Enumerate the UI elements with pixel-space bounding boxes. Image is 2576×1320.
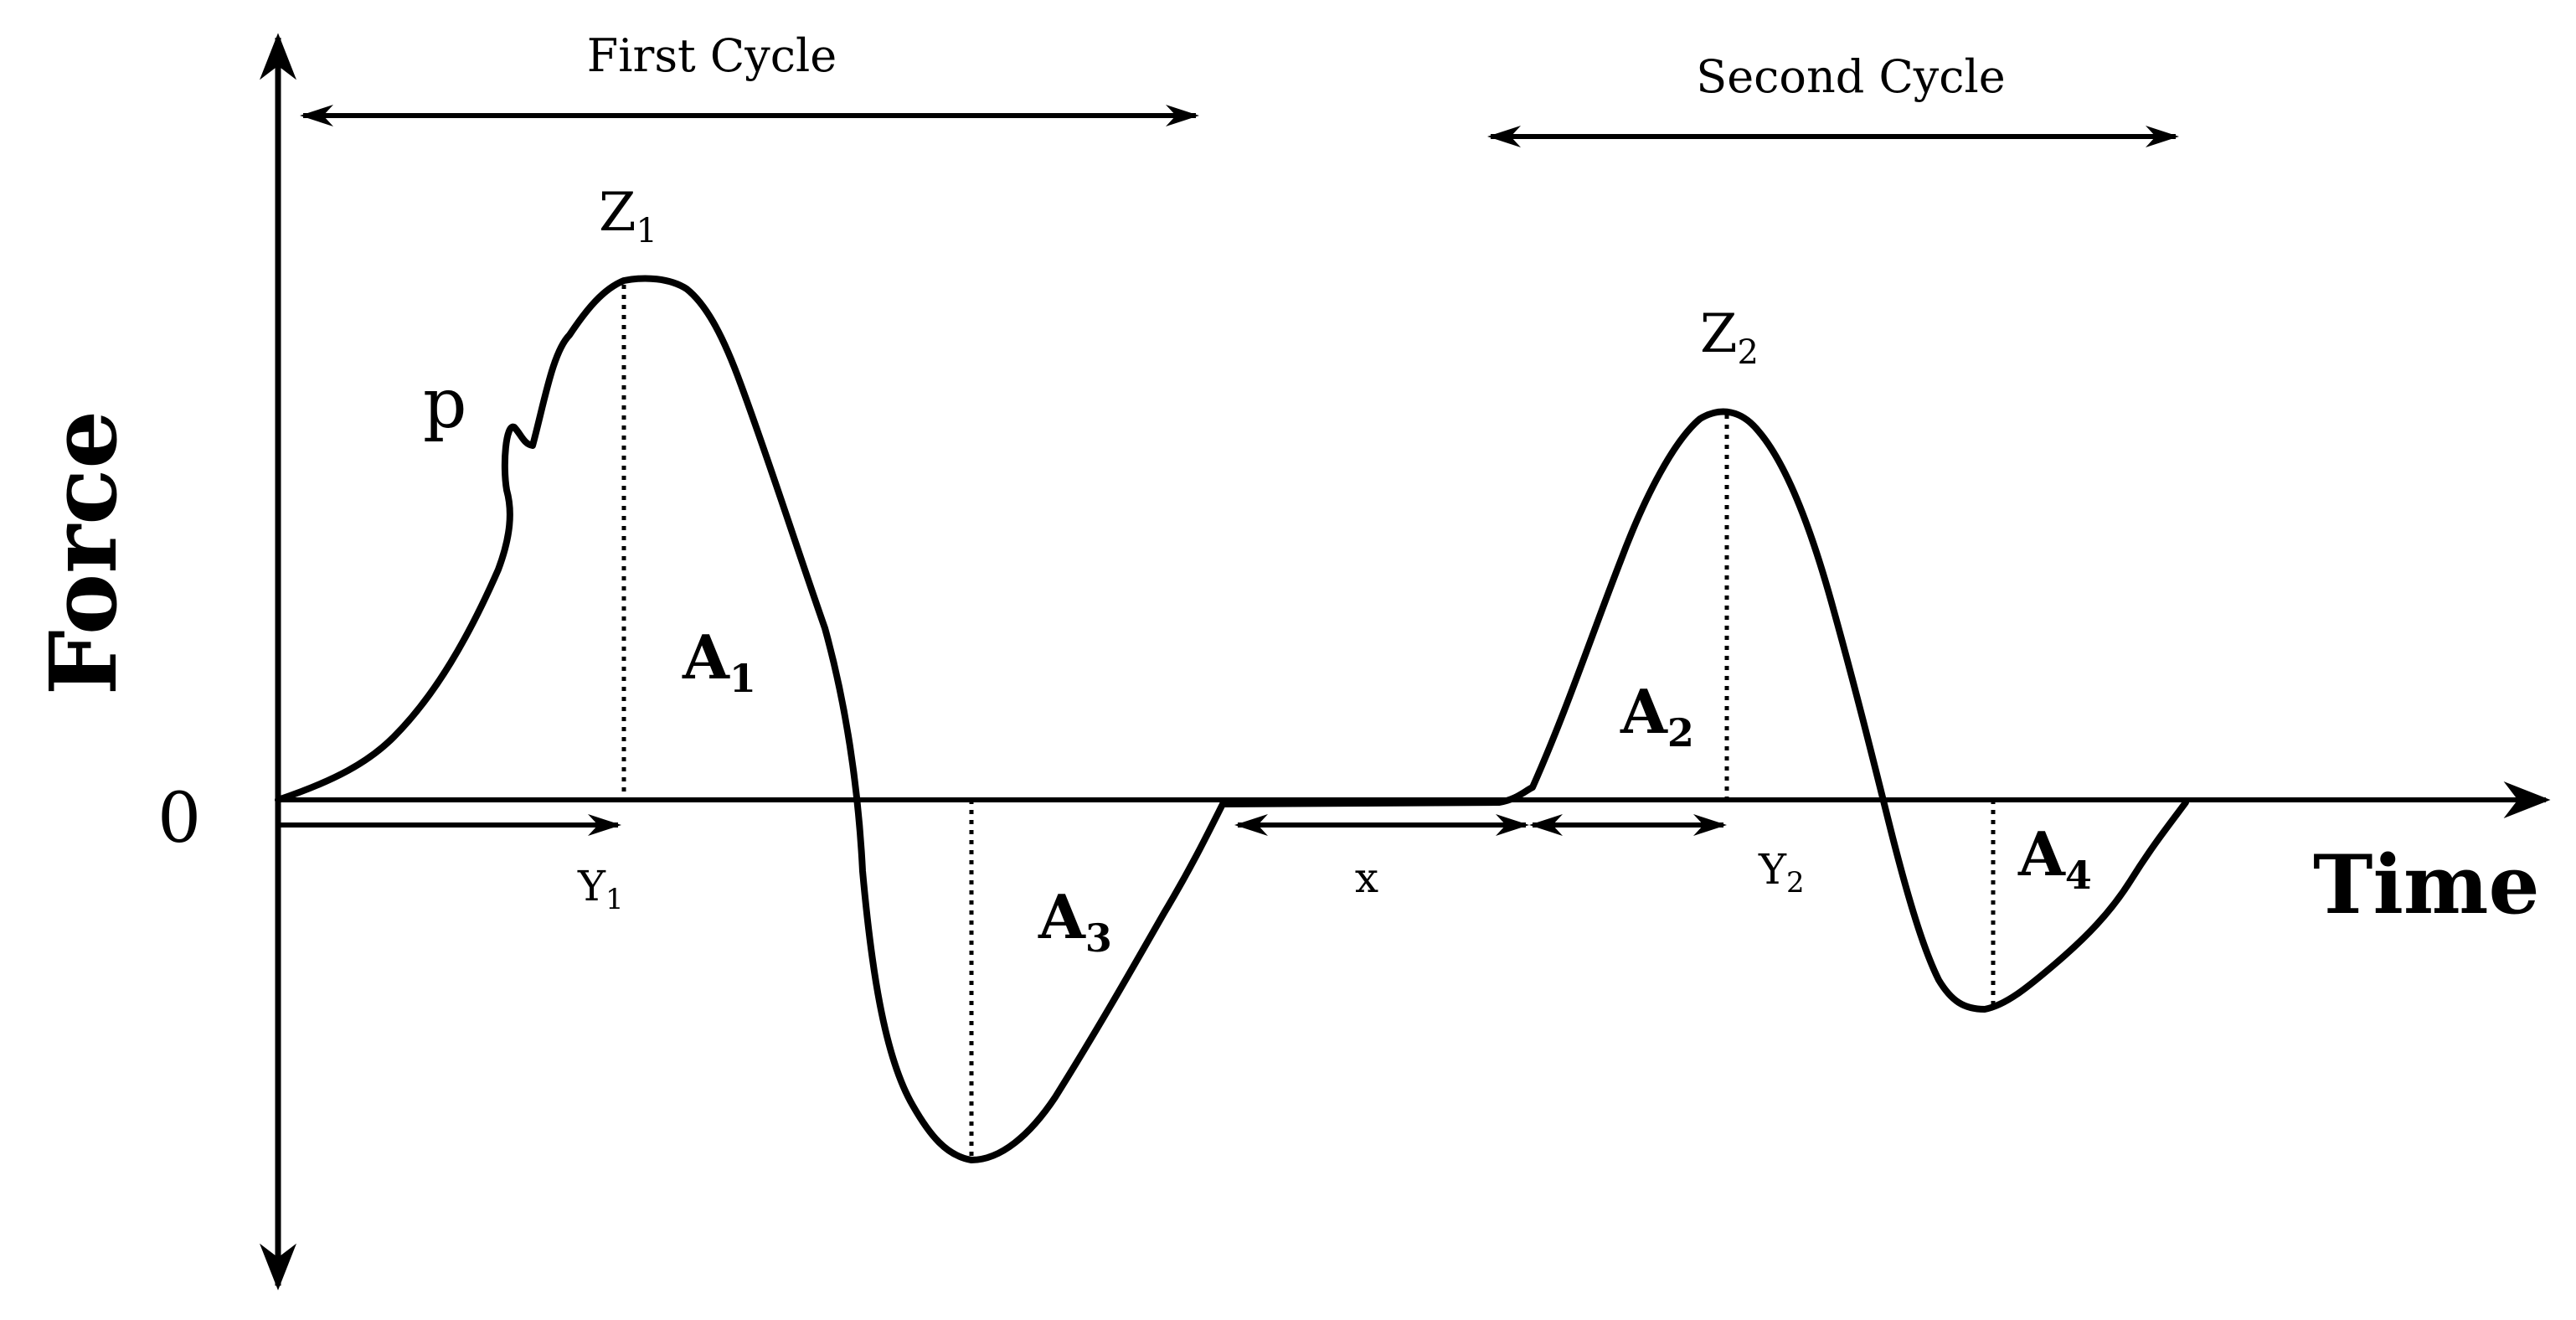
second-cycle-label: Second Cycle (1696, 50, 2006, 103)
force-axis-label: Force (29, 410, 137, 695)
a3-label: A3 (1038, 881, 1112, 961)
y2-label: Y2 (1758, 845, 1805, 900)
y1-label: Y1 (577, 862, 624, 916)
time-axis-label: Time (2313, 838, 2540, 932)
a4-label: A4 (2017, 818, 2092, 898)
p-label: p (423, 364, 467, 444)
z2-label: Z2 (1700, 303, 1759, 372)
zero-label: 0 (157, 779, 201, 859)
z1-label: Z1 (599, 182, 657, 250)
a2-label: A2 (1620, 676, 1694, 755)
x-label: x (1355, 853, 1378, 902)
first-cycle-label: First Cycle (587, 29, 837, 82)
force-curve (275, 275, 2189, 1163)
a1-label: A1 (682, 621, 756, 701)
